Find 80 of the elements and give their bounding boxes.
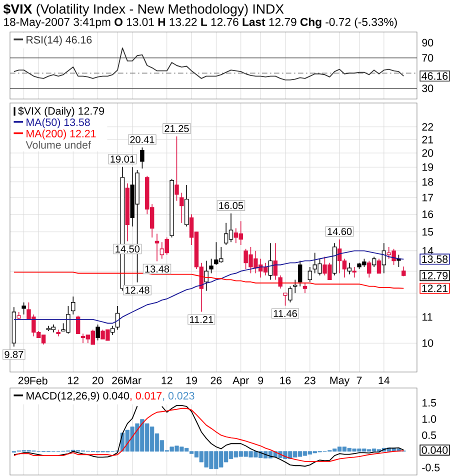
legend-label: MACD(12,26,9) 0.040 [26, 392, 130, 402]
candlestick [22, 302, 26, 315]
annotation: 9.87 [4, 350, 24, 358]
y-tick-label: 1.0 [422, 415, 436, 423]
candlestick [96, 324, 100, 341]
x-tick-label: 26 [210, 376, 222, 384]
candlestick [174, 136, 179, 202]
legend-label: $VIX (Daily) 12.79 [18, 106, 104, 117]
candlestick [308, 266, 312, 282]
x-tick-label: 20 [92, 376, 104, 384]
data-label: 12.21 [422, 284, 448, 292]
x-tick-label: Apr [232, 376, 249, 386]
x-tick-label: 12 [162, 376, 172, 384]
legend-label: MA(200) 12.21 [26, 130, 96, 140]
x-tick-label: 14 [378, 376, 390, 384]
candlestick [204, 260, 208, 292]
y-tick-label: 22 [422, 123, 434, 131]
data-label: 46.16 [422, 72, 448, 80]
x-tick-label: 29 [18, 376, 30, 384]
chart-title: $VIX (Volatility Index - New Methodology) INDX [3, 4, 284, 16]
x-tick-label: Feb [30, 376, 48, 385]
y-tick-label: 30 [422, 84, 434, 92]
y-tick-label: 10 [422, 339, 434, 347]
y-tick-label: 16 [422, 210, 434, 218]
legend-label: RSI(14) 46.16 [26, 36, 92, 46]
annotation: 11.46 [274, 310, 297, 318]
annotation: 11.21 [190, 316, 214, 324]
x-tick-label: 26 [112, 376, 123, 384]
text: , 0.023 [163, 392, 194, 401]
data-label: 13.58 [422, 255, 448, 263]
candlestick [367, 260, 372, 278]
candlestick [376, 258, 382, 274]
candlestick [372, 256, 376, 268]
annotation: Volume undef [26, 140, 91, 149]
candlestick [76, 315, 80, 334]
y-tick-label: 21 [422, 136, 434, 144]
candlestick [71, 296, 76, 315]
y-tick-label: 11 [422, 313, 432, 321]
candlestick [347, 262, 352, 275]
candlestick [209, 258, 214, 274]
x-tick-label: 9 [258, 376, 264, 384]
text: 18-May-2007 3:41pm O 13.01 H 13.22 L 12.76 Last 12.79 Chg -0.72 (-5.33%) [4, 18, 397, 28]
legend-label: MA(50) 13.58 [26, 118, 90, 128]
text: 12.79 [422, 272, 448, 280]
candlestick [110, 325, 115, 336]
data-label: 0.040 [422, 446, 448, 454]
x-tick-label: 7 [356, 376, 362, 384]
candlestick [352, 266, 356, 278]
candlestick [278, 274, 282, 289]
candlestick [402, 266, 406, 277]
x-tick-label: Mar [124, 376, 142, 384]
y-tick-label: 1.5 [422, 399, 436, 407]
y-tick-label: 19 [422, 163, 434, 171]
y-tick-label: 15 [422, 228, 434, 236]
x-tick-label: 19 [186, 376, 197, 384]
annotation: 20.41 [130, 136, 154, 144]
annotation: 12.48 [126, 286, 150, 294]
series-label: , 0.017 [130, 392, 162, 401]
annotation: 14.60 [328, 228, 352, 236]
x-tick-label: May [330, 376, 350, 386]
y-tick-label: 20 [422, 149, 434, 157]
x-tick-label: 16 [280, 376, 291, 384]
y-tick-label: 0.5 [422, 431, 436, 439]
y-tick-label: -0.5 [422, 464, 440, 472]
annotation: 16.05 [219, 202, 244, 210]
y-tick-label: 70 [422, 54, 434, 62]
x-tick-label: 23 [304, 376, 316, 384]
y-tick-label: 17 [422, 194, 434, 202]
candlestick [140, 147, 144, 169]
candlestick [298, 260, 302, 287]
candlestick [154, 233, 160, 262]
annotation: 19.01 [110, 156, 135, 163]
candlestick [180, 192, 184, 224]
x-tick-label: 12 [68, 376, 79, 384]
annotation: 21.25 [164, 125, 189, 132]
y-tick-label: 90 [422, 38, 434, 46]
annotation: 13.48 [145, 265, 170, 273]
annotation: 14.50 [116, 245, 140, 253]
candlestick [302, 282, 308, 294]
y-tick-label: 18 [422, 178, 434, 186]
